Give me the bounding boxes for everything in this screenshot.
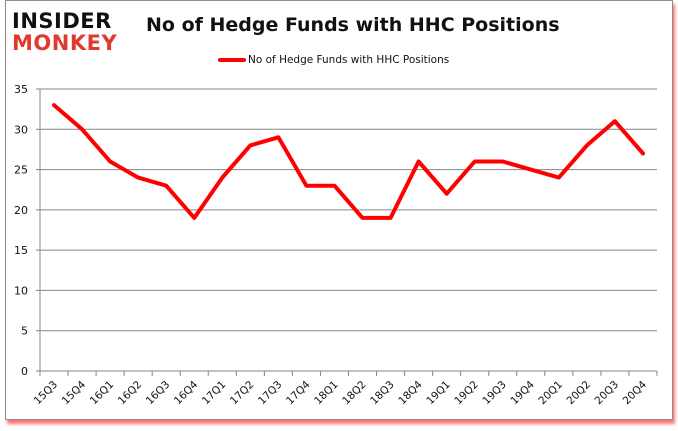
x-tick-label: 19Q4 [508,378,537,407]
insider-monkey-logo: INSIDER MONKEY [12,10,124,56]
x-tick-label: 19Q1 [424,379,453,408]
x-tick-label: 16Q2 [116,379,145,408]
x-tick-label: 19Q3 [480,379,509,408]
chart-legend: No of Hedge Funds with HHC Positions [218,54,449,66]
data-series-line [52,103,645,220]
x-tick-label: 18Q4 [396,378,425,407]
x-tick-label: 17Q2 [228,379,257,408]
y-tick-label: 15 [14,244,28,257]
x-tick-label: 16Q3 [144,379,173,408]
y-tick-label: 20 [14,204,28,217]
x-tick-label: 16Q4 [172,378,201,407]
x-tick-label: 17Q3 [256,379,285,408]
y-tick-label: 5 [21,325,28,338]
y-tick-label: 30 [14,123,28,136]
x-tick-label: 20Q4 [621,378,650,407]
x-tick-label: 19Q2 [452,379,481,408]
x-tick-label: 18Q1 [312,379,341,408]
x-tick-label: 20Q3 [593,379,622,408]
x-tick-label: 17Q1 [200,379,229,408]
logo-line-1: INSIDER [12,9,112,33]
x-tick-label: 20Q2 [565,379,594,408]
x-tick-label: 20Q1 [536,379,565,408]
y-tick-label: 35 [14,83,28,96]
legend-label: No of Hedge Funds with HHC Positions [248,54,450,66]
x-tick-label: 16Q1 [88,379,117,408]
y-tick-label: 25 [14,164,28,177]
x-tick-label: 17Q4 [284,378,313,407]
x-tick-label: 18Q2 [340,379,369,408]
x-tick-label: 15Q3 [32,379,61,408]
chart-title: No of Hedge Funds with HHC Positions [146,14,560,36]
y-tick-label: 10 [14,284,28,297]
y-tick-label: 0 [21,365,28,378]
logo-line-2: MONKEY [12,31,118,55]
legend-line-swatch-icon [218,58,246,62]
x-tick-label: 15Q4 [60,378,89,407]
x-tick-label: 18Q3 [368,379,397,408]
